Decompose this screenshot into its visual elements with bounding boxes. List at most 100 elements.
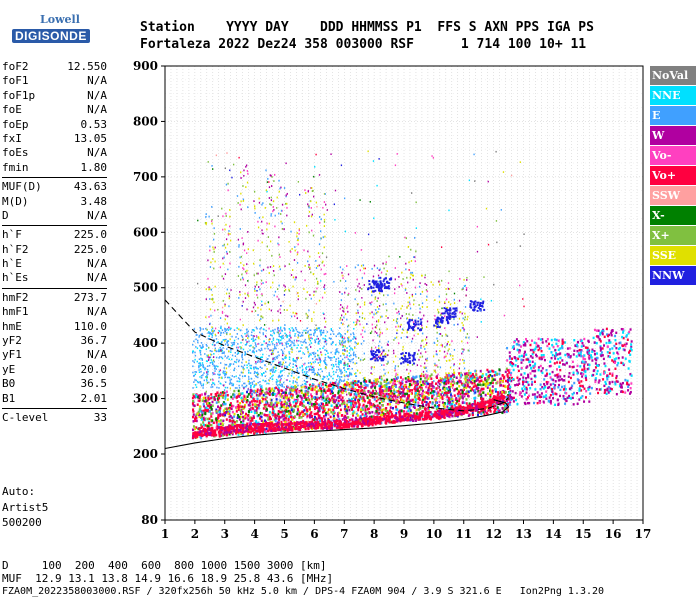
echo-point: [261, 373, 264, 376]
echo-point: [288, 328, 291, 330]
echo-point: [276, 355, 279, 358]
echo-point: [324, 412, 327, 415]
echo-point: [251, 393, 254, 396]
echo-point: [290, 415, 293, 419]
param-value: 1.80: [80, 160, 108, 174]
echo-point: [459, 396, 462, 399]
echo-point: [317, 373, 320, 376]
echo-point: [465, 392, 468, 395]
echo-point: [194, 427, 197, 431]
echo-point: [254, 403, 257, 406]
echo-point: [465, 372, 468, 375]
param-row: C-level 33: [2, 411, 107, 425]
echo-point: [295, 361, 297, 363]
param-name: h`F2: [2, 242, 29, 256]
echo-point: [422, 380, 425, 383]
echo-point: [271, 340, 273, 343]
echo-point: [502, 391, 505, 394]
echo-point: [286, 385, 289, 388]
echo-point: [249, 382, 252, 384]
echo-point: [246, 332, 248, 334]
echo-point: [267, 404, 270, 407]
echo-point: [257, 342, 260, 345]
echo-point: [297, 426, 301, 429]
echo-point: [467, 373, 470, 377]
echo-point: [342, 399, 345, 403]
legend-item-vo-: Vo-: [650, 146, 696, 165]
echo-point: [249, 422, 252, 425]
echo-point: [261, 387, 263, 389]
echo-point: [471, 376, 474, 380]
echo-point: [198, 366, 200, 369]
echo-point: [378, 417, 382, 421]
echo-point: [381, 413, 384, 417]
echo-point: [370, 422, 373, 425]
echo-point: [262, 393, 265, 397]
echo-point: [325, 398, 328, 401]
echo-point: [431, 405, 434, 409]
echo-point: [422, 418, 426, 421]
echo-point: [281, 374, 283, 377]
echo-point: [290, 385, 293, 389]
echo-point: [233, 360, 236, 363]
echo-point: [225, 183, 228, 186]
echo-point: [282, 391, 285, 394]
echo-point: [335, 379, 338, 381]
echo-point: [282, 429, 285, 433]
echo-point: [302, 413, 305, 416]
echo-point: [279, 384, 282, 387]
plot-frame: [164, 65, 644, 521]
echo-point: [200, 384, 203, 387]
echo-point: [304, 338, 306, 341]
echo-point: [233, 424, 237, 428]
echo-point: [472, 385, 475, 389]
echo-point: [470, 374, 473, 378]
echo-point: [290, 418, 293, 421]
echo-point: [214, 333, 217, 336]
echo-point: [192, 425, 195, 428]
echo-point: [321, 370, 323, 373]
echo-point: [279, 371, 282, 374]
echo-point: [407, 378, 410, 381]
echo-point: [371, 382, 374, 385]
echo-point: [237, 343, 239, 345]
echo-point: [293, 404, 296, 408]
echo-point: [214, 309, 216, 312]
echo-point: [283, 386, 285, 388]
echo-point: [409, 383, 412, 387]
echo-point: [334, 353, 337, 355]
y-tick-label: 600: [133, 225, 158, 239]
echo-point: [227, 233, 230, 236]
echo-point: [462, 388, 465, 391]
echo-point: [489, 410, 492, 413]
echo-point: [270, 398, 273, 402]
echo-point: [387, 416, 390, 420]
echo-point: [456, 414, 459, 418]
header-values: Fortaleza 2022 Dez24 358 003000 RSF 1 71…: [140, 37, 587, 52]
echo-point: [239, 415, 242, 419]
echo-point: [322, 396, 325, 400]
echo-point: [321, 417, 324, 420]
echo-point: [274, 415, 277, 418]
echo-point: [307, 331, 309, 334]
echo-point: [301, 421, 304, 425]
echo-point: [310, 329, 312, 332]
echo-point: [226, 393, 229, 397]
echo-point: [450, 381, 453, 384]
param-value: N/A: [87, 74, 107, 88]
param-value: 225.0: [73, 228, 107, 242]
echo-point: [265, 427, 268, 431]
echo-point: [438, 400, 441, 404]
echo-point: [379, 393, 382, 396]
echo-point: [427, 377, 430, 380]
echo-point: [448, 401, 451, 405]
echo-point: [293, 398, 296, 402]
echo-point: [309, 333, 311, 336]
echo-point: [422, 383, 425, 387]
echo-point: [259, 331, 261, 334]
echo-point: [277, 401, 280, 405]
echo-point: [257, 373, 260, 375]
echo-point: [349, 360, 352, 363]
echo-point: [221, 352, 223, 355]
echo-point: [242, 367, 244, 369]
